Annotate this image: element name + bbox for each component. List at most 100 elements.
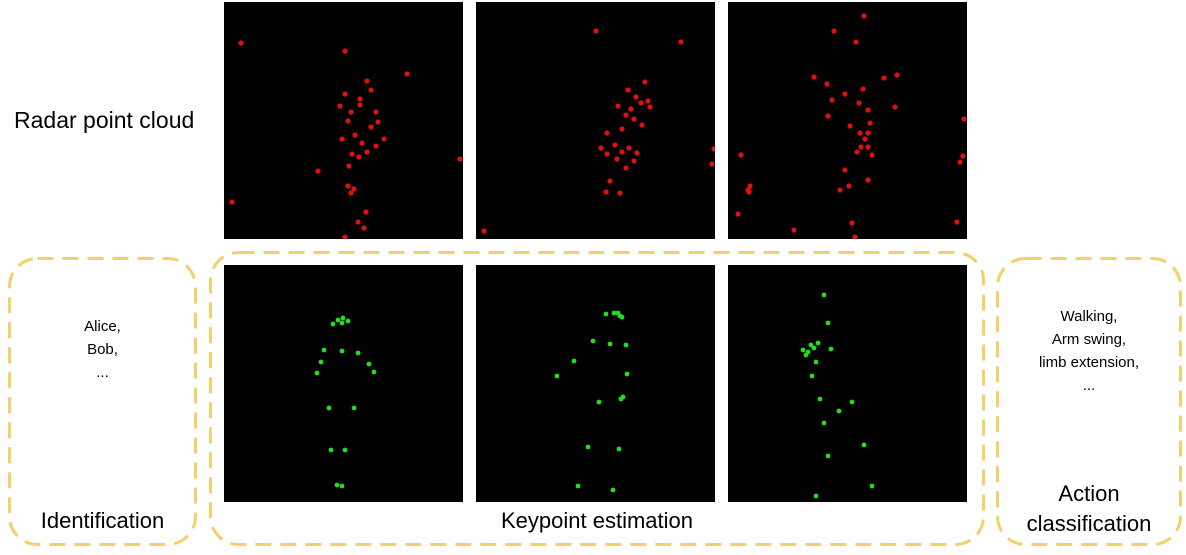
radar-point-3-39 (738, 152, 744, 158)
keypoint-frame-1 (224, 265, 463, 502)
radar-point-1-27 (351, 186, 357, 192)
identity-item: Bob, (87, 341, 118, 358)
radar-point-3-21 (858, 144, 864, 150)
radar-point-2-13 (619, 126, 625, 132)
radar-point-1-32 (457, 156, 463, 162)
keypoint-2-14 (618, 396, 624, 402)
keypoint-3-6 (803, 352, 809, 358)
radar-point-2-10 (631, 116, 637, 122)
keypoint-1-2 (340, 315, 346, 321)
keypoint-1-14 (351, 405, 357, 411)
keypoint-1-18 (339, 483, 345, 489)
radar-point-3-18 (862, 136, 868, 142)
keypoint-frame-2-plot (554, 310, 630, 493)
radar-point-3-20 (869, 152, 875, 158)
radar-point-1-17 (373, 143, 379, 149)
radar-point-2-22 (631, 158, 637, 164)
radar-point-2-9 (623, 112, 629, 118)
radar-point-3-2 (831, 28, 837, 34)
radar-point-3-11 (825, 113, 831, 119)
radar-point-1-31 (361, 225, 367, 231)
keypoint-3-2 (825, 320, 831, 326)
radar-point-1-22 (364, 149, 370, 155)
radar-point-1-25 (346, 163, 352, 169)
radar-point-3-16 (857, 130, 863, 136)
keypoint-2-6 (590, 338, 596, 344)
identification-box: Alice, Bob, ... Identification (8, 257, 197, 546)
radar-point-1-33 (342, 234, 348, 239)
radar-point-1-18 (381, 136, 387, 142)
keypoint-3-4 (811, 345, 817, 351)
radar-point-2-5 (633, 94, 639, 100)
radar-point-3-24 (842, 167, 848, 173)
keypoint-2-13 (596, 399, 602, 405)
radar-point-1-21 (356, 154, 362, 160)
radar-point-2-6 (638, 100, 644, 106)
identity-item: ... (96, 364, 109, 381)
action-item: Arm swing, (1051, 331, 1127, 348)
keypoint-2-5 (615, 310, 621, 316)
radar-point-1-16 (368, 124, 374, 130)
radar-frame-2 (476, 2, 715, 239)
radar-point-3-26 (837, 187, 843, 193)
radar-point-1-28 (348, 190, 354, 196)
radar-point-1-9 (357, 102, 363, 108)
action-item: Walking, (1060, 308, 1118, 325)
keypoint-1-7 (339, 348, 345, 354)
keypoint-3-14 (836, 408, 842, 414)
keypoint-1-10 (371, 369, 377, 375)
keypoint-3-9 (828, 346, 834, 352)
keypoint-estimation-box: Keypoint estimation (209, 251, 985, 546)
keypoint-3-17 (825, 453, 831, 459)
radar-point-1-3 (404, 71, 410, 77)
radar-point-3-31 (791, 227, 797, 233)
radar-point-3-8 (860, 86, 866, 92)
radar-point-3-30 (735, 211, 741, 217)
radar-point-1-7 (364, 78, 370, 84)
action-list: Walking, Arm swing, limb extension, ... (996, 305, 1182, 397)
radar-point-2-28 (711, 146, 715, 152)
keypoint-3-10 (813, 359, 819, 365)
radar-point-3-12 (856, 100, 862, 106)
radar-point-1-12 (345, 118, 351, 124)
radar-point-3-36 (961, 116, 967, 122)
keypoint-1-15 (328, 447, 334, 453)
radar-point-1-1 (238, 40, 244, 46)
radar-point-3-7 (894, 72, 900, 78)
keypoint-frame-1-plot (314, 315, 377, 489)
keypoint-3-18 (869, 483, 875, 489)
keypoint-2-2 (611, 310, 617, 316)
radar-point-2-26 (617, 190, 623, 196)
action-title-line: classification (1026, 511, 1152, 536)
keypoint-3-11 (809, 373, 815, 379)
radar-point-3-25 (846, 183, 852, 189)
keypoint-2-15 (585, 444, 591, 450)
action-item: limb extension, (1038, 354, 1140, 371)
radar-point-2-25 (603, 189, 609, 195)
keypoint-2-10 (554, 373, 560, 379)
keypoint-2-17 (575, 483, 581, 489)
keypoint-3-12 (817, 396, 823, 402)
radar-point-3-10 (829, 97, 835, 103)
keypoint-frame-3 (728, 265, 967, 502)
identity-item: Alice, (84, 318, 121, 335)
radar-point-3-38 (892, 104, 898, 110)
radar-point-3-23 (865, 177, 871, 183)
radar-point-2-3 (642, 79, 648, 85)
identification-title: Identification (40, 508, 165, 533)
keypoint-1-17 (334, 482, 340, 488)
radar-point-3-13 (865, 107, 871, 113)
keypoint-1-13 (326, 405, 332, 411)
radar-point-1-15 (359, 140, 365, 146)
radar-point-3-33 (852, 234, 858, 239)
radar-point-3-6 (881, 75, 887, 81)
keypoint-estimation-title: Keypoint estimation (501, 508, 693, 533)
radar-point-1-29 (355, 219, 361, 225)
radar-point-1-2 (342, 48, 348, 54)
identification-box-border (8, 257, 197, 546)
keypoint-2-7 (607, 341, 613, 347)
radar-point-2-18 (634, 150, 640, 156)
radar-point-2-1 (593, 28, 599, 34)
radar-point-3-4 (811, 74, 817, 80)
keypoint-2-18 (610, 487, 616, 493)
